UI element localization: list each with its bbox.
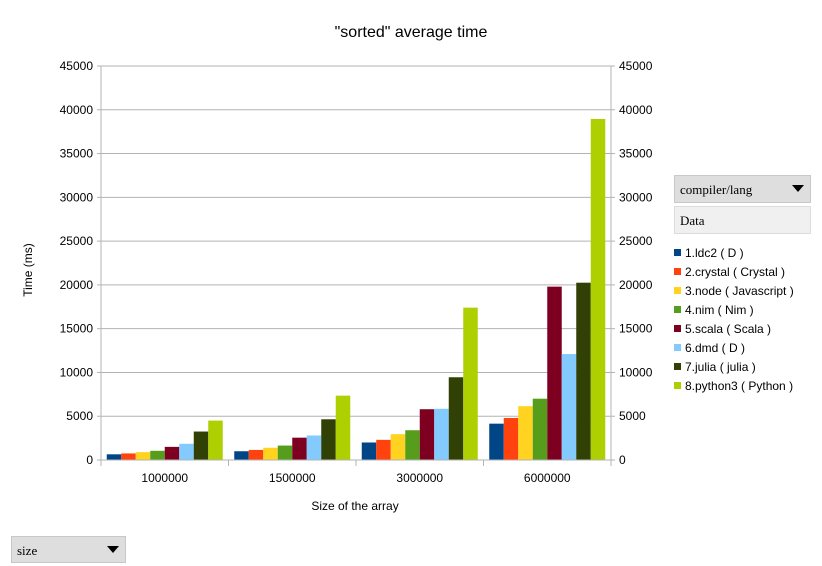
- row-field-label: size: [17, 543, 38, 558]
- y-tick-label: 25000: [60, 234, 94, 248]
- legend-label: 4.nim ( Nim ): [685, 302, 754, 317]
- data-field-button[interactable]: Data: [674, 206, 811, 234]
- bar: [150, 450, 165, 460]
- bar: [419, 409, 435, 460]
- bar: [292, 437, 307, 460]
- bar: [193, 431, 209, 460]
- legend-label: 5.scala ( Scala ): [685, 321, 772, 336]
- y-tick-label: 35000: [60, 147, 94, 161]
- legend-swatch: [674, 287, 681, 294]
- bar: [463, 307, 478, 460]
- bar: [576, 282, 591, 460]
- x-axis-label: Size of the array: [311, 499, 398, 513]
- y-tick-label-right: 10000: [619, 365, 653, 379]
- bar: [208, 420, 223, 460]
- bar: [335, 395, 351, 460]
- legend-item: 6.dmd ( D ): [674, 338, 794, 357]
- bar: [248, 449, 264, 460]
- bar: [489, 423, 504, 460]
- legend-label: 7.julia ( julia ): [685, 359, 756, 374]
- data-field-label: Data: [680, 213, 705, 228]
- y-axis-label: Time (ms): [21, 243, 35, 297]
- x-tick-label: 3000000: [396, 471, 443, 485]
- y-tick-label: 40000: [60, 103, 94, 117]
- chevron-down-icon: [107, 546, 119, 553]
- y-tick-label-right: 0: [619, 453, 626, 467]
- bar: [277, 445, 293, 460]
- bar: [448, 377, 464, 460]
- y-tick-label-right: 45000: [619, 59, 653, 73]
- legend-item: 2.crystal ( Crystal ): [674, 262, 794, 281]
- row-field-dropdown[interactable]: size: [11, 536, 126, 563]
- bar: [434, 408, 449, 460]
- y-tick-label: 15000: [60, 322, 94, 336]
- y-tick-label: 45000: [60, 59, 94, 73]
- bar: [518, 406, 533, 460]
- y-tick-label-right: 30000: [619, 190, 653, 204]
- bar: [306, 435, 322, 460]
- y-tick-label: 10000: [60, 365, 94, 379]
- chart-title: "sorted" average time: [335, 24, 488, 41]
- bar: [179, 443, 194, 460]
- bar: [561, 354, 577, 460]
- legend-swatch: [674, 344, 681, 351]
- y-axis-left-ticks: 0 5000 10000 15000 20000 25000 30000 35000 40000…: [60, 59, 101, 467]
- legend-swatch: [674, 249, 681, 256]
- bar: [106, 454, 122, 460]
- y-tick-label-right: 20000: [619, 278, 653, 292]
- legend: 1.ldc2 ( D ) 2.crystal ( Crystal ) 3.node …: [674, 243, 794, 395]
- x-axis-ticks: 1000000 1500000 3000000 6000000: [100, 460, 612, 485]
- y-tick-label: 30000: [60, 190, 94, 204]
- y-tick-label-right: 25000: [619, 234, 653, 248]
- bar: [135, 452, 151, 460]
- x-tick-label: 1500000: [269, 471, 316, 485]
- legend-item: 4.nim ( Nim ): [674, 300, 794, 319]
- x-tick-label: 1000000: [141, 471, 188, 485]
- legend-swatch: [674, 382, 681, 389]
- bar: [547, 286, 562, 460]
- bar: [376, 439, 391, 460]
- y-axis-right-ticks: 0 5000 10000 15000 20000 25000 30000 35000 40000…: [611, 59, 653, 467]
- bar: [405, 430, 420, 460]
- bar: [390, 434, 406, 460]
- legend-label: 8.python3 ( Python ): [685, 378, 794, 393]
- legend-label: 3.node ( Javascript ): [685, 283, 794, 298]
- bars: [106, 118, 606, 461]
- legend-label: 2.crystal ( Crystal ): [685, 264, 786, 279]
- legend-item: 1.ldc2 ( D ): [674, 243, 794, 262]
- bar: [590, 118, 606, 461]
- bar: [121, 453, 136, 460]
- y-tick-label: 5000: [66, 409, 93, 423]
- legend-swatch: [674, 363, 681, 370]
- bar: [321, 419, 336, 460]
- legend-label: 6.dmd ( D ): [685, 340, 746, 355]
- legend-item: 7.julia ( julia ): [674, 357, 794, 376]
- legend-swatch: [674, 325, 681, 332]
- bar: [164, 446, 180, 460]
- x-tick-label: 6000000: [524, 471, 571, 485]
- legend-item: 5.scala ( Scala ): [674, 319, 794, 338]
- legend-item: 3.node ( Javascript ): [674, 281, 794, 300]
- y-tick-label: 0: [86, 453, 93, 467]
- y-tick-label: 20000: [60, 278, 94, 292]
- legend-swatch: [674, 306, 681, 313]
- legend-item: 8.python3 ( Python ): [674, 376, 794, 395]
- column-field-label: compiler/lang: [680, 182, 753, 197]
- legend-label: 1.ldc2 ( D ): [685, 245, 744, 260]
- y-tick-label-right: 40000: [619, 103, 653, 117]
- bar: [503, 417, 519, 460]
- y-tick-label-right: 15000: [619, 322, 653, 336]
- bar: [532, 398, 548, 460]
- bar: [263, 447, 278, 460]
- chevron-down-icon: [792, 185, 804, 192]
- legend-swatch: [674, 268, 681, 275]
- y-tick-label-right: 5000: [619, 409, 646, 423]
- y-tick-label-right: 35000: [619, 147, 653, 161]
- bar: [234, 451, 249, 460]
- column-field-dropdown[interactable]: compiler/lang: [674, 175, 811, 203]
- bar: [361, 442, 377, 460]
